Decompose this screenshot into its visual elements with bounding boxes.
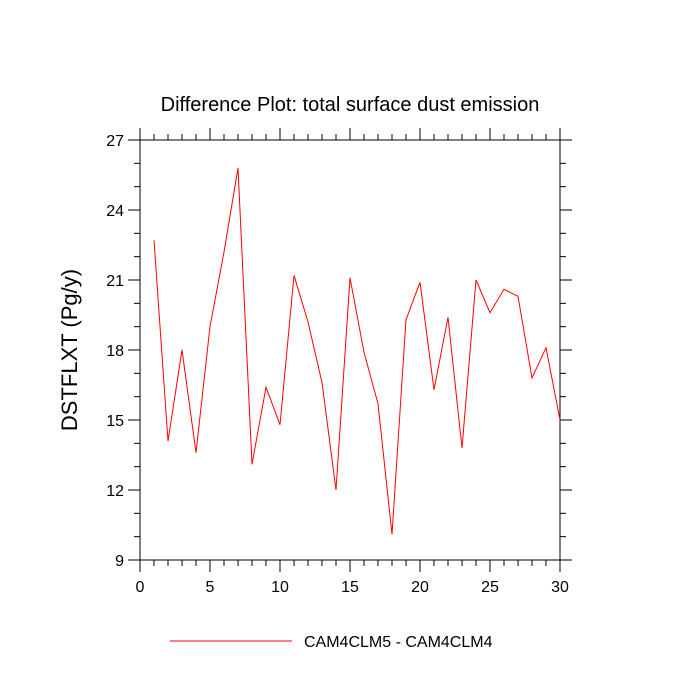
series-line <box>153 167 561 535</box>
y-tick-label: 27 <box>106 133 124 150</box>
x-tick-label: 20 <box>411 579 429 596</box>
plot-frame <box>139 139 561 561</box>
y-tick-label: 24 <box>106 203 124 220</box>
legend: CAM4CLM5 - CAM4CLM4 <box>170 634 493 651</box>
x-tick-label: 5 <box>206 579 215 596</box>
x-tick-label: 30 <box>551 579 569 596</box>
axes: 0 5 10 15 20 25 30 9 12 15 18 21 24 27 <box>106 128 572 596</box>
series-layer <box>153 167 561 535</box>
y-axis-label: DSTFLXT (Pg/y) <box>57 269 82 431</box>
y-tick-label: 18 <box>106 343 124 360</box>
legend-label: CAM4CLM5 - CAM4CLM4 <box>304 634 493 651</box>
x-tick-label: 15 <box>341 579 359 596</box>
x-tick-label: 10 <box>271 579 289 596</box>
x-tick-label: 25 <box>481 579 499 596</box>
y-tick-label: 21 <box>106 273 124 290</box>
chart-title: Difference Plot: total surface dust emis… <box>161 94 540 116</box>
y-tick-label: 12 <box>106 483 124 500</box>
y-tick-label: 9 <box>115 553 124 570</box>
y-tick-label: 15 <box>106 413 124 430</box>
x-tick-label: 0 <box>136 579 145 596</box>
